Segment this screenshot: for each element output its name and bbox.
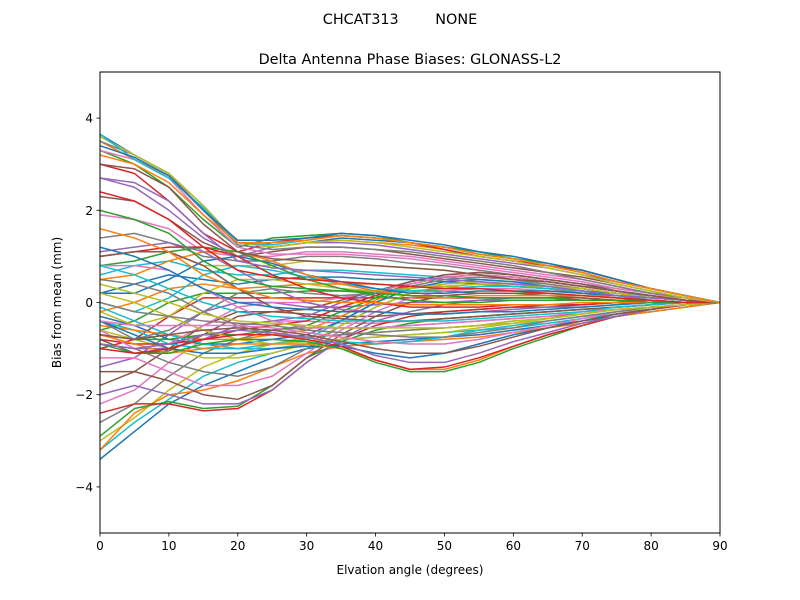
series-group: [100, 133, 720, 460]
series-line-az300: [100, 246, 720, 315]
y-tick-label: −2: [75, 388, 93, 402]
series-line-az295: [100, 264, 720, 322]
x-tick-label: 10: [161, 539, 176, 553]
x-tick-label: 50: [437, 539, 452, 553]
x-axis: 0 10 20 30 40 50 60 70 80 90: [96, 533, 728, 553]
x-tick-label: 40: [368, 539, 383, 553]
x-tick-label: 80: [643, 539, 658, 553]
series-line-az270: [100, 301, 720, 364]
x-tick-label: 70: [575, 539, 590, 553]
y-tick-label: −4: [75, 480, 93, 494]
x-tick-label: 90: [712, 539, 727, 553]
figure-suptitle: CHCAT313 NONE: [323, 12, 477, 28]
series-line-az320: [100, 177, 720, 304]
series-line-az290: [100, 283, 720, 329]
series-line-az350: [100, 145, 720, 304]
x-tick-label: 60: [506, 539, 521, 553]
series-line-az340: [100, 135, 720, 304]
y-tick-label: 2: [85, 204, 93, 218]
series-line-az305: [100, 228, 720, 306]
series-line-az325: [100, 163, 720, 304]
series-line-az275: [100, 301, 720, 354]
x-tick-label: 0: [96, 539, 104, 553]
series-line-az285: [100, 301, 720, 338]
series-line-az355: [100, 154, 720, 304]
y-tick-label: 0: [85, 296, 93, 310]
y-axis: −4 −2 0 2 4: [75, 112, 100, 494]
chart-title: Delta Antenna Phase Biases: GLONASS-L2: [259, 52, 562, 68]
y-tick-label: 4: [85, 112, 93, 126]
x-tick-label: 20: [230, 539, 245, 553]
series-line-az190: [100, 278, 720, 327]
series-line-az310: [100, 209, 720, 304]
x-tick-label: 30: [299, 539, 314, 553]
y-axis-label: Bias from mean (mm): [50, 237, 64, 368]
series-line-az315: [100, 191, 720, 304]
x-axis-label: Elvation angle (degrees): [337, 563, 484, 577]
